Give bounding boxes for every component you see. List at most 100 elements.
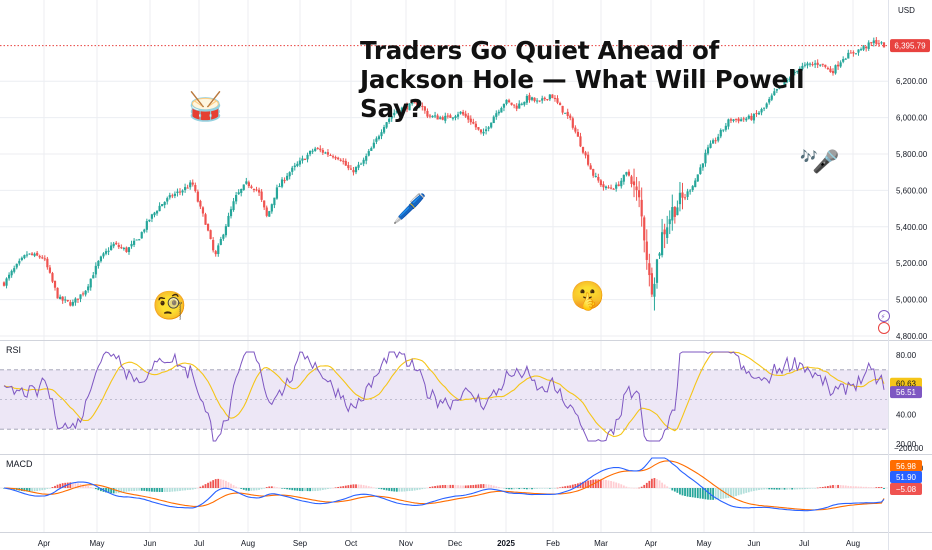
macd-histogram-bar (541, 488, 544, 489)
candle-body (796, 70, 799, 72)
macd-histogram-bar (536, 488, 539, 489)
candle-body (806, 63, 809, 66)
candle-body (831, 71, 835, 74)
macd-histogram-bar (472, 484, 475, 488)
price-tick-label: 5,200.00 (896, 259, 928, 268)
macd-histogram-bar (653, 478, 656, 488)
candle-body (439, 117, 442, 119)
macd-histogram-bar (105, 488, 107, 493)
candle-body (645, 241, 648, 260)
candle-body (347, 165, 350, 169)
candle-body (219, 239, 222, 245)
candle-body (446, 115, 449, 117)
candle-body (235, 195, 238, 202)
candle-body (551, 94, 554, 99)
macd-histogram-bar (804, 488, 806, 490)
time-tick-label: Jul (799, 539, 809, 548)
candle-body (64, 299, 67, 301)
macd-histogram-bar (135, 488, 138, 491)
macd-histogram-bar (250, 488, 253, 491)
macd-histogram-bar (314, 488, 317, 492)
candle-body (798, 68, 801, 72)
candle-body (553, 97, 557, 99)
macd-histogram-bar (416, 488, 419, 491)
macd-histogram-bar (730, 488, 732, 498)
candle-body (117, 244, 120, 248)
candle-body (472, 121, 475, 124)
macd-histogram-bar (237, 487, 240, 489)
candle-body (865, 46, 868, 49)
candle-body (112, 243, 115, 247)
candle-body (242, 184, 245, 190)
macd-histogram-bar (151, 488, 153, 492)
candle-body (709, 143, 712, 148)
candle-body (398, 109, 401, 112)
macd-histogram-bar (676, 488, 679, 493)
candle-body (250, 186, 253, 188)
macd-histogram-bar (566, 485, 569, 488)
macd-histogram-bar (385, 488, 388, 491)
macd-histogram-bar (554, 488, 556, 489)
candle-body (247, 182, 250, 187)
macd-histogram-bar (508, 488, 510, 490)
macd-histogram-bar (735, 488, 737, 497)
macd-histogram-bar (161, 488, 164, 492)
macd-histogram-bar (661, 482, 663, 488)
candle-body (612, 188, 615, 190)
macd-histogram-bar (569, 485, 572, 488)
candle-body (140, 232, 143, 239)
macd-histogram-bar (253, 488, 255, 491)
macd-histogram-bar (395, 488, 398, 492)
lightning-badge[interactable]: ⚡ (878, 310, 890, 334)
macd-histogram-bar (393, 488, 396, 492)
candle-body (500, 108, 503, 113)
macd-histogram-bar (867, 487, 870, 488)
candle-body (510, 102, 513, 105)
macd-histogram-bar (230, 483, 232, 488)
candle-body (344, 160, 347, 166)
macd-histogram-bar (436, 485, 439, 488)
price-scale: 4,800.00 5,000.00 5,200.00 5,400.00 5,600.00… (896, 77, 928, 341)
macd-histogram-bar (633, 487, 635, 489)
macd-histogram-bar (214, 479, 217, 488)
candle-body (584, 152, 587, 156)
candle-body (701, 163, 704, 168)
candle-body (206, 223, 210, 231)
macd-histogram-bar (459, 485, 462, 488)
candle-body (191, 182, 194, 185)
macd-histogram-bar (571, 484, 574, 488)
candle-body (877, 43, 880, 45)
macd-histogram-bar (699, 488, 702, 499)
candle-body (729, 119, 733, 121)
macd-histogram-bar (429, 486, 431, 488)
candle-body (196, 191, 199, 202)
rsi-scale: 20.00 40.00 80.00 (896, 351, 917, 449)
macd-histogram-bar (500, 487, 503, 489)
candle-body (875, 39, 878, 44)
rsi-value-tag (890, 386, 922, 399)
candle-body (311, 150, 314, 152)
macd-histogram-bar (768, 488, 771, 490)
macd-histogram-bar (671, 488, 674, 491)
macd-histogram-bar (145, 488, 148, 492)
candle-body (513, 104, 516, 106)
candle-body (278, 186, 281, 188)
candle-body (778, 86, 781, 89)
macd-histogram-bar (140, 488, 143, 491)
candle-body (829, 68, 832, 72)
candle-body (298, 160, 301, 165)
macd-histogram-bar (852, 486, 855, 488)
time-tick-label: Apr (38, 539, 51, 548)
candle-body (819, 64, 822, 66)
macd-histogram-bar (158, 488, 161, 492)
macd-histogram-bar (189, 488, 192, 490)
candle-body (286, 175, 289, 180)
candle-body (189, 182, 192, 188)
candle-body (257, 189, 261, 193)
candle-body (474, 123, 477, 128)
candle-body (43, 258, 46, 260)
candle-body (324, 152, 327, 154)
monocle-face-icon: 🧐 (152, 289, 187, 322)
macd-histogram-bar (826, 486, 829, 488)
